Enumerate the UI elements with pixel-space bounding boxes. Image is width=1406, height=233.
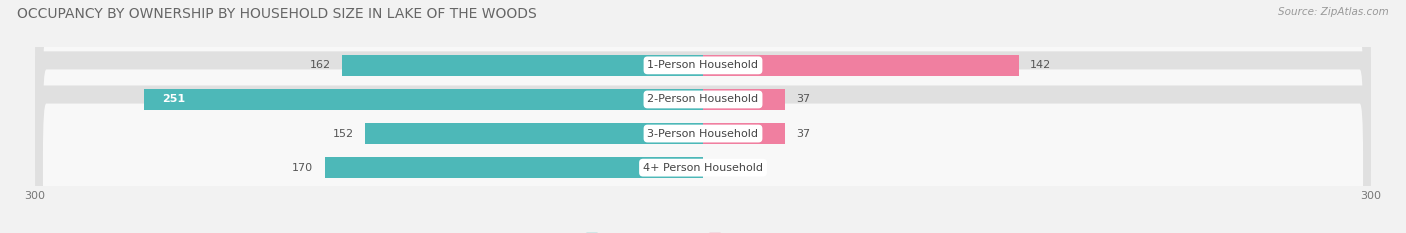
Text: 0: 0 (714, 163, 721, 173)
Bar (703, 55, 1019, 76)
Text: 2-Person Household: 2-Person Household (647, 94, 759, 104)
FancyBboxPatch shape (35, 51, 1371, 216)
Text: 4+ Person Household: 4+ Person Household (643, 163, 763, 173)
Bar (364, 123, 703, 144)
Bar (325, 157, 703, 178)
FancyBboxPatch shape (44, 1, 1362, 130)
Text: 162: 162 (311, 60, 332, 70)
Text: 170: 170 (292, 163, 314, 173)
Bar (145, 89, 703, 110)
FancyBboxPatch shape (35, 0, 1371, 147)
FancyBboxPatch shape (44, 103, 1362, 232)
Text: 152: 152 (332, 129, 353, 139)
Bar (703, 123, 786, 144)
Text: 37: 37 (796, 94, 811, 104)
Text: 251: 251 (162, 94, 186, 104)
Text: Source: ZipAtlas.com: Source: ZipAtlas.com (1278, 7, 1389, 17)
FancyBboxPatch shape (35, 17, 1371, 182)
Bar (703, 89, 786, 110)
FancyBboxPatch shape (35, 86, 1371, 233)
FancyBboxPatch shape (44, 35, 1362, 164)
Text: OCCUPANCY BY OWNERSHIP BY HOUSEHOLD SIZE IN LAKE OF THE WOODS: OCCUPANCY BY OWNERSHIP BY HOUSEHOLD SIZE… (17, 7, 537, 21)
FancyBboxPatch shape (44, 69, 1362, 198)
Text: 37: 37 (796, 129, 811, 139)
Text: 3-Person Household: 3-Person Household (648, 129, 758, 139)
Text: 1-Person Household: 1-Person Household (648, 60, 758, 70)
Text: 142: 142 (1031, 60, 1052, 70)
Bar (342, 55, 703, 76)
